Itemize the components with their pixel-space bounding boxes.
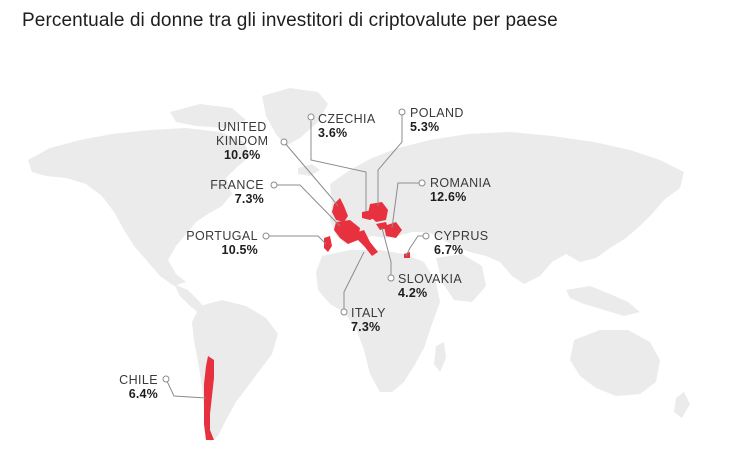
label-poland-name: POLAND [410,106,464,120]
land-masses [28,88,690,442]
label-cyprus-value: 6.7% [434,243,464,257]
label-slovakia-name: SLOVAKIA [398,272,463,286]
label-cyprus: CYPRUS 6.7% [434,229,489,257]
label-czechia: CZECHIA 3.6% [318,112,376,140]
leader-united-kingdom [283,141,339,207]
dot-portugal [262,232,270,240]
leader-cyprus [405,235,426,257]
shape-poland [368,202,388,222]
shape-france [334,220,360,244]
leader-italy [343,251,365,312]
label-slovakia-value: 4.2% [398,286,428,300]
shape-portugal [324,236,332,252]
dot-france [270,181,278,189]
label-poland: POLAND 5.3% [410,106,464,134]
land-new-zealand [674,392,690,418]
shape-chile [204,356,214,440]
label-slovakia: SLOVAKIA 4.2% [398,272,462,300]
shape-italy [358,230,378,256]
leader-portugal [266,235,327,245]
land-arabia [436,254,486,302]
label-france-name: FRANCE [210,178,264,192]
land-australia [570,330,660,396]
leader-romania [391,182,422,229]
label-poland-value: 5.3% [410,120,440,134]
leader-czechia [310,121,367,212]
label-romania-value: 12.6% [430,190,467,204]
land-madagascar [434,342,446,372]
label-united-kingdom: UNITED KINDOM 10.6% [216,120,268,162]
land-japan [638,190,656,222]
label-romania-name: ROMANIA [430,176,492,190]
land-greenland [262,88,328,146]
label-portugal-name: PORTUGAL [186,229,258,243]
dot-italy [340,308,348,316]
leader-dots [162,108,430,383]
label-france-value: 7.3% [234,192,264,206]
leader-slovakia [381,227,392,278]
page-title: Percentuale di donne tra gli investitori… [22,10,558,31]
label-united-kingdom-name-line2: KINDOM [216,134,269,148]
label-chile-value: 6.4% [128,387,158,401]
label-portugal-value: 10.5% [221,243,258,257]
label-romania: ROMANIA 12.6% [430,176,491,204]
land-iceland [298,164,320,176]
label-united-kingdom-name-line1: UNITED [217,120,267,134]
land-se-asia-islands [566,286,640,316]
dot-poland [398,108,406,116]
label-czechia-value: 3.6% [318,126,348,140]
label-cyprus-name: CYPRUS [434,229,489,243]
label-united-kingdom-value: 10.6% [223,148,261,162]
leader-poland [377,112,403,206]
label-chile: CHILE 6.4% [106,373,158,401]
land-arctic-islands [170,104,246,128]
leader-france [274,184,341,227]
land-eurasia [330,132,684,284]
leader-lines [165,112,426,399]
dot-czechia [307,113,315,121]
label-italy-name: ITALY [351,306,386,320]
land-south-america [192,300,278,442]
label-italy-value: 7.3% [351,320,381,334]
label-italy: ITALY 7.3% [351,306,386,334]
land-north-america [28,128,250,286]
label-czechia-name: CZECHIA [318,112,376,126]
dot-chile [162,375,170,383]
dot-slovakia [387,274,395,282]
dot-united-kingdom [280,138,288,146]
dot-cyprus [422,232,430,240]
shape-romania [384,222,402,238]
label-chile-name: CHILE [119,373,158,387]
land-central-america [174,284,206,314]
label-france: FRANCE 7.3% [204,178,264,206]
dot-romania [418,179,426,187]
label-portugal: PORTUGAL 10.5% [180,229,258,257]
leader-chile [165,378,207,399]
